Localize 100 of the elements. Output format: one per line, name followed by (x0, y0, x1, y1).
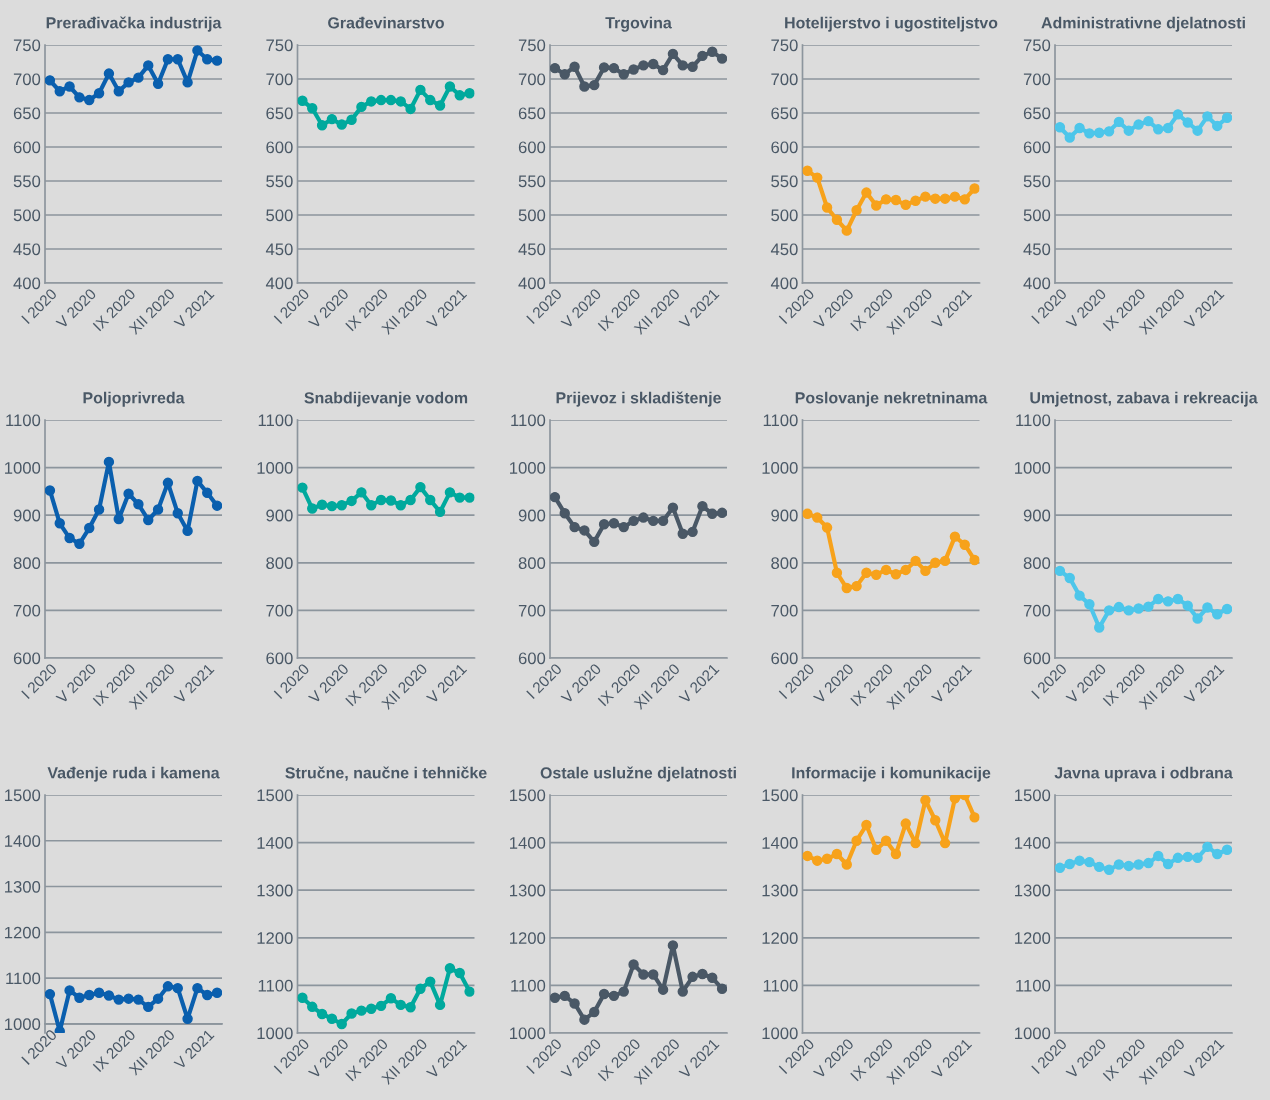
point (64, 81, 75, 92)
point (356, 1005, 367, 1016)
point (550, 491, 561, 503)
point (1103, 864, 1115, 875)
point (113, 513, 124, 525)
y-tick-label: 1000 (762, 462, 798, 474)
point (425, 976, 436, 987)
chart-title: Hotelijerstvo i ugostiteljstvo (785, 16, 998, 32)
point (172, 508, 183, 519)
point (1202, 841, 1213, 853)
point (638, 60, 649, 71)
y-tick-label: 450 (13, 243, 41, 256)
point (608, 62, 620, 74)
point (202, 54, 213, 65)
y-tick-label: 500 (266, 209, 293, 222)
point (202, 487, 213, 499)
point (182, 77, 193, 88)
point (677, 528, 688, 539)
point (356, 487, 367, 498)
chart-title: Administrativne djelatnosti (1041, 16, 1245, 32)
y-tick-label: 800 (518, 557, 546, 569)
point (930, 557, 941, 569)
point (831, 848, 843, 860)
y-tick-label: 400 (1023, 277, 1051, 290)
point (316, 1008, 328, 1020)
point (1074, 590, 1085, 601)
y-tick-label: 1500 (1015, 789, 1051, 802)
point (677, 60, 688, 71)
point (45, 485, 56, 496)
point (1172, 852, 1184, 864)
point (415, 481, 426, 493)
point (550, 62, 561, 74)
y-tick-label: 400 (770, 277, 798, 290)
point (1172, 109, 1184, 120)
y-tick-label: 600 (13, 652, 41, 665)
point (841, 582, 852, 594)
point (211, 500, 222, 511)
point (628, 515, 639, 527)
point (871, 200, 882, 211)
point (385, 94, 397, 106)
y-tick-label: 600 (266, 141, 293, 154)
point (930, 815, 941, 826)
chart-title: Trgovina (605, 16, 672, 32)
point (1074, 122, 1085, 134)
y-tick-label: 1000 (510, 1027, 546, 1040)
y-tick-label: 1400 (257, 837, 293, 849)
y-tick-label: 1500 (5, 789, 41, 802)
point (910, 195, 921, 206)
y-tick-label: 1100 (258, 414, 293, 427)
point (1143, 115, 1154, 127)
point (133, 72, 144, 83)
chart-title: Prerađivačka industrija (46, 16, 222, 32)
point (697, 50, 708, 62)
y-tick-label: 1500 (762, 789, 798, 802)
point (1182, 600, 1193, 611)
y-tick-label: 1300 (762, 884, 798, 897)
point (949, 795, 961, 804)
point (103, 68, 115, 79)
chart-title: Snabdijevanje vodom (304, 391, 468, 407)
point (1074, 855, 1085, 866)
point (1162, 596, 1174, 607)
point (628, 959, 639, 970)
point (454, 967, 465, 979)
point (687, 971, 698, 983)
point (910, 837, 921, 849)
point (687, 526, 698, 538)
y-tick-label: 800 (266, 557, 293, 569)
point (657, 64, 669, 76)
point (405, 103, 416, 115)
y-tick-label: 1300 (1015, 884, 1051, 897)
y-tick-label: 900 (13, 509, 41, 522)
point (589, 536, 600, 548)
point (657, 984, 669, 995)
point (598, 988, 610, 1000)
point (415, 983, 426, 994)
y-tick-label: 600 (1023, 141, 1051, 154)
point (900, 199, 911, 211)
y-tick-label: 450 (1023, 243, 1051, 256)
point (831, 214, 843, 225)
point (1143, 601, 1154, 612)
point (1153, 850, 1164, 862)
y-tick-label: 1500 (510, 789, 546, 802)
y-tick-label: 1400 (1015, 837, 1051, 849)
point (841, 225, 852, 236)
point (648, 969, 659, 980)
y-tick-label: 600 (266, 652, 293, 665)
y-tick-label: 500 (1023, 209, 1051, 222)
point (1162, 122, 1174, 134)
point (45, 75, 56, 86)
point (851, 580, 862, 592)
point (172, 54, 183, 65)
point (375, 494, 387, 506)
y-tick-label: 1000 (257, 462, 293, 474)
point (74, 538, 85, 549)
point (880, 835, 892, 846)
chart-title: Poljoprivreda (83, 391, 185, 407)
point (569, 521, 580, 533)
point (648, 515, 659, 527)
point (133, 499, 144, 510)
point (716, 507, 727, 519)
